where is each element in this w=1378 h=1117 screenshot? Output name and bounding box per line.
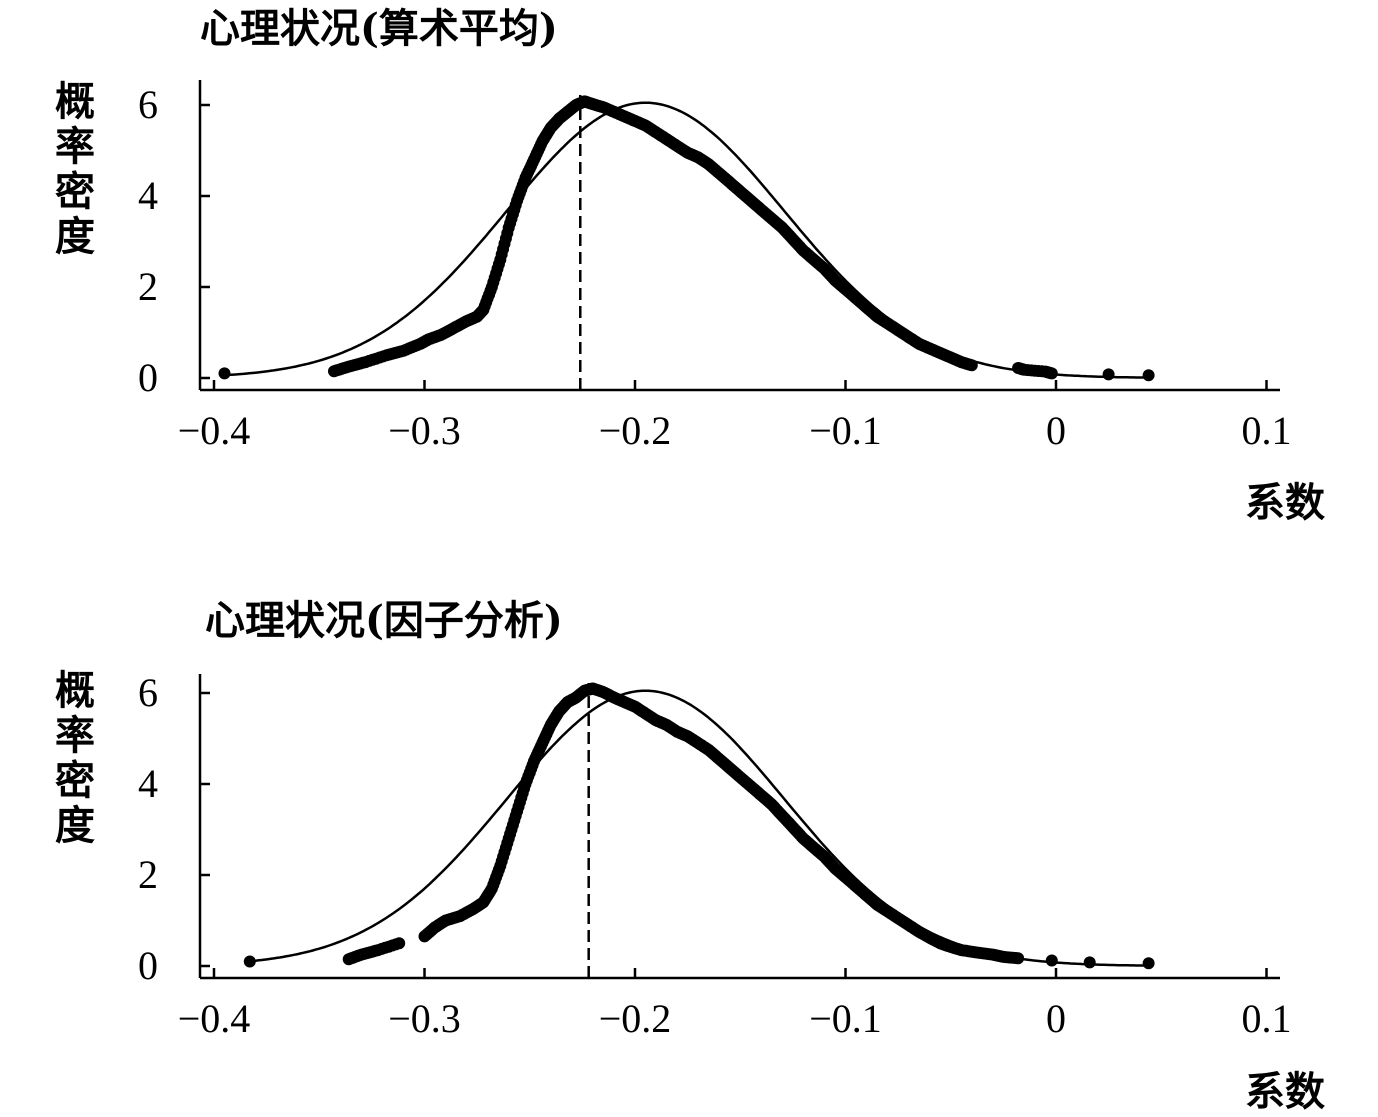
y-tick-label: 2 (138, 852, 158, 897)
density-point (1142, 369, 1155, 382)
x-tick-label: 0 (1046, 408, 1066, 453)
normal-curve (224, 101, 1149, 379)
x-tick-label: −0.4 (178, 408, 251, 453)
chart-title: 心理状况(算术平均) (200, 5, 558, 52)
y-axis-label-char: 率 (55, 712, 95, 759)
density-point (1142, 957, 1155, 970)
density-point (1012, 952, 1025, 965)
x-tick-label: −0.1 (809, 408, 882, 453)
y-axis-label-char: 概 (55, 78, 95, 125)
y-tick-label: 6 (138, 670, 158, 715)
y-tick-label: 0 (138, 943, 158, 988)
density-point (965, 359, 978, 372)
y-tick-label: 2 (138, 264, 158, 309)
panel-arithmetic-mean: 心理状况(算术平均) 概率密度 系数 −0.4 −0.3 −0.2 −0.1 0 0.1 0… (55, 5, 1325, 526)
y-tick-label: 4 (138, 173, 158, 218)
density-point (218, 367, 231, 380)
y-axis-label: 概率密度 (55, 78, 95, 260)
y-axis-label-char: 概 (55, 667, 95, 714)
chart-title: 心理状况(因子分析) (205, 597, 563, 644)
y-axis-label-char: 密 (55, 168, 95, 215)
normal-curve (249, 689, 1149, 967)
panel-factor-analysis: 心理状况(因子分析) 概率密度 系数 −0.4 −0.3 −0.2 −0.1 0 0.1 0… (55, 597, 1325, 1115)
density-point (393, 937, 406, 950)
x-axis-label: 系数 (1245, 479, 1325, 526)
density-point (243, 955, 256, 968)
x-axis-label: 系数 (1245, 1068, 1325, 1115)
x-tick-label: −0.3 (388, 996, 461, 1041)
y-axis-label: 概率密度 (55, 667, 95, 849)
x-tick-label: 0 (1046, 996, 1066, 1041)
density-point (1045, 954, 1058, 967)
density-point (1083, 956, 1096, 969)
y-axis-label-char: 度 (55, 802, 95, 849)
y-tick-label: 6 (138, 82, 158, 127)
y-tick-label: 4 (138, 761, 158, 806)
density-point (1045, 367, 1058, 380)
x-tick-label: 0.1 (1242, 408, 1292, 453)
x-tick-label: −0.3 (388, 408, 461, 453)
y-axis-label-char: 度 (55, 213, 95, 260)
x-tick-label: 0.1 (1242, 996, 1292, 1041)
x-tick-label: −0.4 (178, 996, 251, 1041)
y-axis-label-char: 率 (55, 123, 95, 170)
x-tick-label: −0.1 (809, 996, 882, 1041)
y-tick-label: 0 (138, 355, 158, 400)
x-tick-label: −0.2 (599, 996, 672, 1041)
x-tick-label: −0.2 (599, 408, 672, 453)
density-point (1102, 368, 1115, 381)
y-axis-label-char: 密 (55, 757, 95, 804)
